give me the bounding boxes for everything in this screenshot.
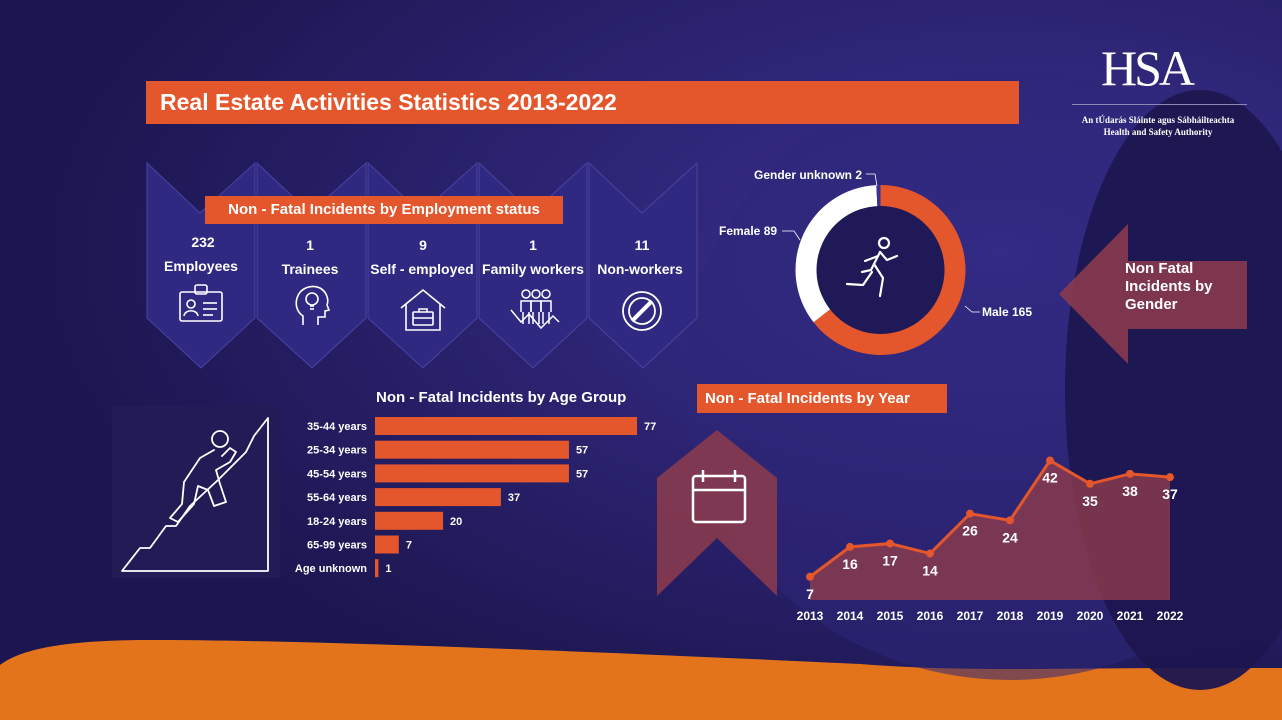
donut-label-female: Female 89 bbox=[719, 224, 777, 238]
age-bar bbox=[375, 417, 637, 435]
donut-slice-female bbox=[795, 185, 878, 323]
year-point bbox=[1086, 479, 1094, 488]
year-value-label: 24 bbox=[1002, 529, 1018, 545]
age-category-label: 55-64 years bbox=[307, 492, 367, 504]
logo-subtitle-irish: An tÚdarás Sláinte agus Sábháilteachta bbox=[1081, 115, 1235, 125]
age-bar bbox=[375, 535, 399, 554]
year-value-label: 42 bbox=[1042, 470, 1058, 486]
year-tick-label: 2014 bbox=[837, 609, 864, 623]
age-category-label: 35-44 years bbox=[307, 421, 367, 433]
non-workers-count: 11 bbox=[634, 237, 650, 253]
age-bar bbox=[375, 488, 501, 507]
trainees-count: 1 bbox=[306, 237, 314, 253]
year-value-label: 14 bbox=[922, 563, 938, 579]
employees-label: Employees bbox=[164, 258, 238, 274]
climber-icon bbox=[112, 406, 280, 578]
year-tick-label: 2020 bbox=[1077, 609, 1104, 623]
house-briefcase-icon bbox=[400, 288, 446, 331]
age-bar bbox=[375, 511, 444, 530]
family-workers-count: 1 bbox=[529, 237, 537, 253]
year-line bbox=[809, 458, 1171, 578]
year-area bbox=[810, 460, 1170, 600]
hsa-logo: HSA bbox=[1101, 40, 1195, 96]
logo-subtitle: An tÚdarás Sláinte agus Sábháilteachta H… bbox=[1058, 114, 1258, 138]
employment-title: Non - Fatal Incidents by Employment stat… bbox=[228, 201, 540, 218]
calendar-chevron bbox=[657, 430, 777, 596]
year-title-bar bbox=[697, 384, 947, 413]
self-employed-count: 9 bbox=[419, 237, 427, 253]
year-value-label: 16 bbox=[842, 556, 858, 572]
year-point bbox=[966, 509, 974, 518]
year-value-label: 37 bbox=[1162, 486, 1178, 502]
year-title: Non - Fatal Incidents by Year bbox=[705, 390, 910, 407]
donut-label-unknown: Gender unknown 2 bbox=[754, 168, 862, 182]
year-tick-label: 2016 bbox=[917, 609, 944, 623]
age-value-label: 57 bbox=[576, 468, 588, 480]
year-line-chart: 7 2013 16 2014 17 2015 14 2016 26 2017 24 2018 42 201… bbox=[797, 456, 1184, 623]
non-workers-label: Non-workers bbox=[597, 261, 683, 277]
year-point bbox=[886, 539, 894, 548]
age-category-label: 45-54 years bbox=[307, 468, 367, 480]
age-bar bbox=[375, 559, 379, 578]
year-tick-label: 2015 bbox=[877, 609, 904, 623]
age-bar-chart: 35-44 years 77 25-34 years 57 45-54 years 57 5… bbox=[295, 417, 656, 578]
year-point bbox=[846, 542, 854, 551]
year-tick-label: 2017 bbox=[957, 609, 984, 623]
family-group-icon bbox=[510, 289, 560, 330]
year-value-label: 7 bbox=[806, 586, 814, 602]
age-value-label: 57 bbox=[576, 445, 588, 457]
gender-arrow-banner bbox=[1059, 224, 1247, 364]
chevron-5 bbox=[588, 161, 698, 369]
self-employed-label: Self - employed bbox=[370, 261, 474, 277]
age-bar bbox=[375, 440, 569, 459]
leader-line-male bbox=[964, 305, 980, 313]
year-point bbox=[1046, 456, 1054, 465]
gender-title: Non Fatal Incidents by Gender bbox=[1125, 260, 1213, 313]
gender-donut-chart: Gender unknown 2 Female 89 Male 165 bbox=[719, 168, 1032, 355]
page-title: Real Estate Activities Statistics 2013-2… bbox=[160, 89, 617, 115]
prohibited-icon bbox=[622, 291, 662, 331]
year-tick-label: 2021 bbox=[1117, 609, 1144, 623]
year-tick-label: 2019 bbox=[1037, 609, 1064, 623]
leader-line-unknown bbox=[866, 173, 878, 187]
title-bar bbox=[146, 81, 1019, 124]
id-card-icon bbox=[179, 284, 223, 322]
age-title: Non - Fatal Incidents by Age Group bbox=[376, 389, 627, 406]
year-point bbox=[1166, 473, 1174, 482]
employment-chevrons bbox=[146, 161, 698, 369]
employment-title-bar bbox=[205, 196, 563, 224]
age-value-label: 1 bbox=[385, 563, 391, 575]
age-category-label: Age unknown bbox=[295, 563, 367, 575]
year-point bbox=[926, 549, 934, 558]
year-tick-label: 2022 bbox=[1157, 609, 1184, 623]
leader-line-female bbox=[782, 230, 801, 241]
age-value-label: 20 bbox=[450, 516, 462, 528]
logo-divider bbox=[1072, 104, 1247, 105]
age-value-label: 37 bbox=[508, 492, 520, 504]
age-category-label: 65-99 years bbox=[307, 540, 367, 552]
year-value-label: 35 bbox=[1082, 493, 1098, 509]
age-category-label: 25-34 years bbox=[307, 445, 367, 457]
trainees-label: Trainees bbox=[281, 261, 339, 277]
age-value-label: 77 bbox=[644, 421, 656, 433]
year-value-label: 26 bbox=[962, 523, 978, 539]
employees-count: 232 bbox=[191, 234, 215, 250]
year-point bbox=[806, 572, 814, 581]
age-category-label: 18-24 years bbox=[307, 516, 367, 528]
family-workers-label: Family workers bbox=[482, 261, 584, 277]
year-point bbox=[1126, 469, 1134, 478]
head-lightbulb-icon bbox=[295, 285, 330, 325]
donut-slice-unknown bbox=[876, 185, 881, 207]
year-value-label: 17 bbox=[882, 553, 898, 569]
age-bar bbox=[375, 464, 569, 483]
age-value-label: 7 bbox=[406, 540, 412, 552]
calendar-icon bbox=[691, 470, 747, 524]
year-point bbox=[1006, 516, 1014, 525]
year-tick-label: 2013 bbox=[797, 609, 824, 623]
year-value-label: 38 bbox=[1122, 483, 1138, 499]
donut-label-male: Male 165 bbox=[982, 305, 1032, 319]
running-person-icon bbox=[845, 236, 899, 298]
year-tick-label: 2018 bbox=[997, 609, 1024, 623]
logo-subtitle-english: Health and Safety Authority bbox=[1103, 127, 1213, 137]
